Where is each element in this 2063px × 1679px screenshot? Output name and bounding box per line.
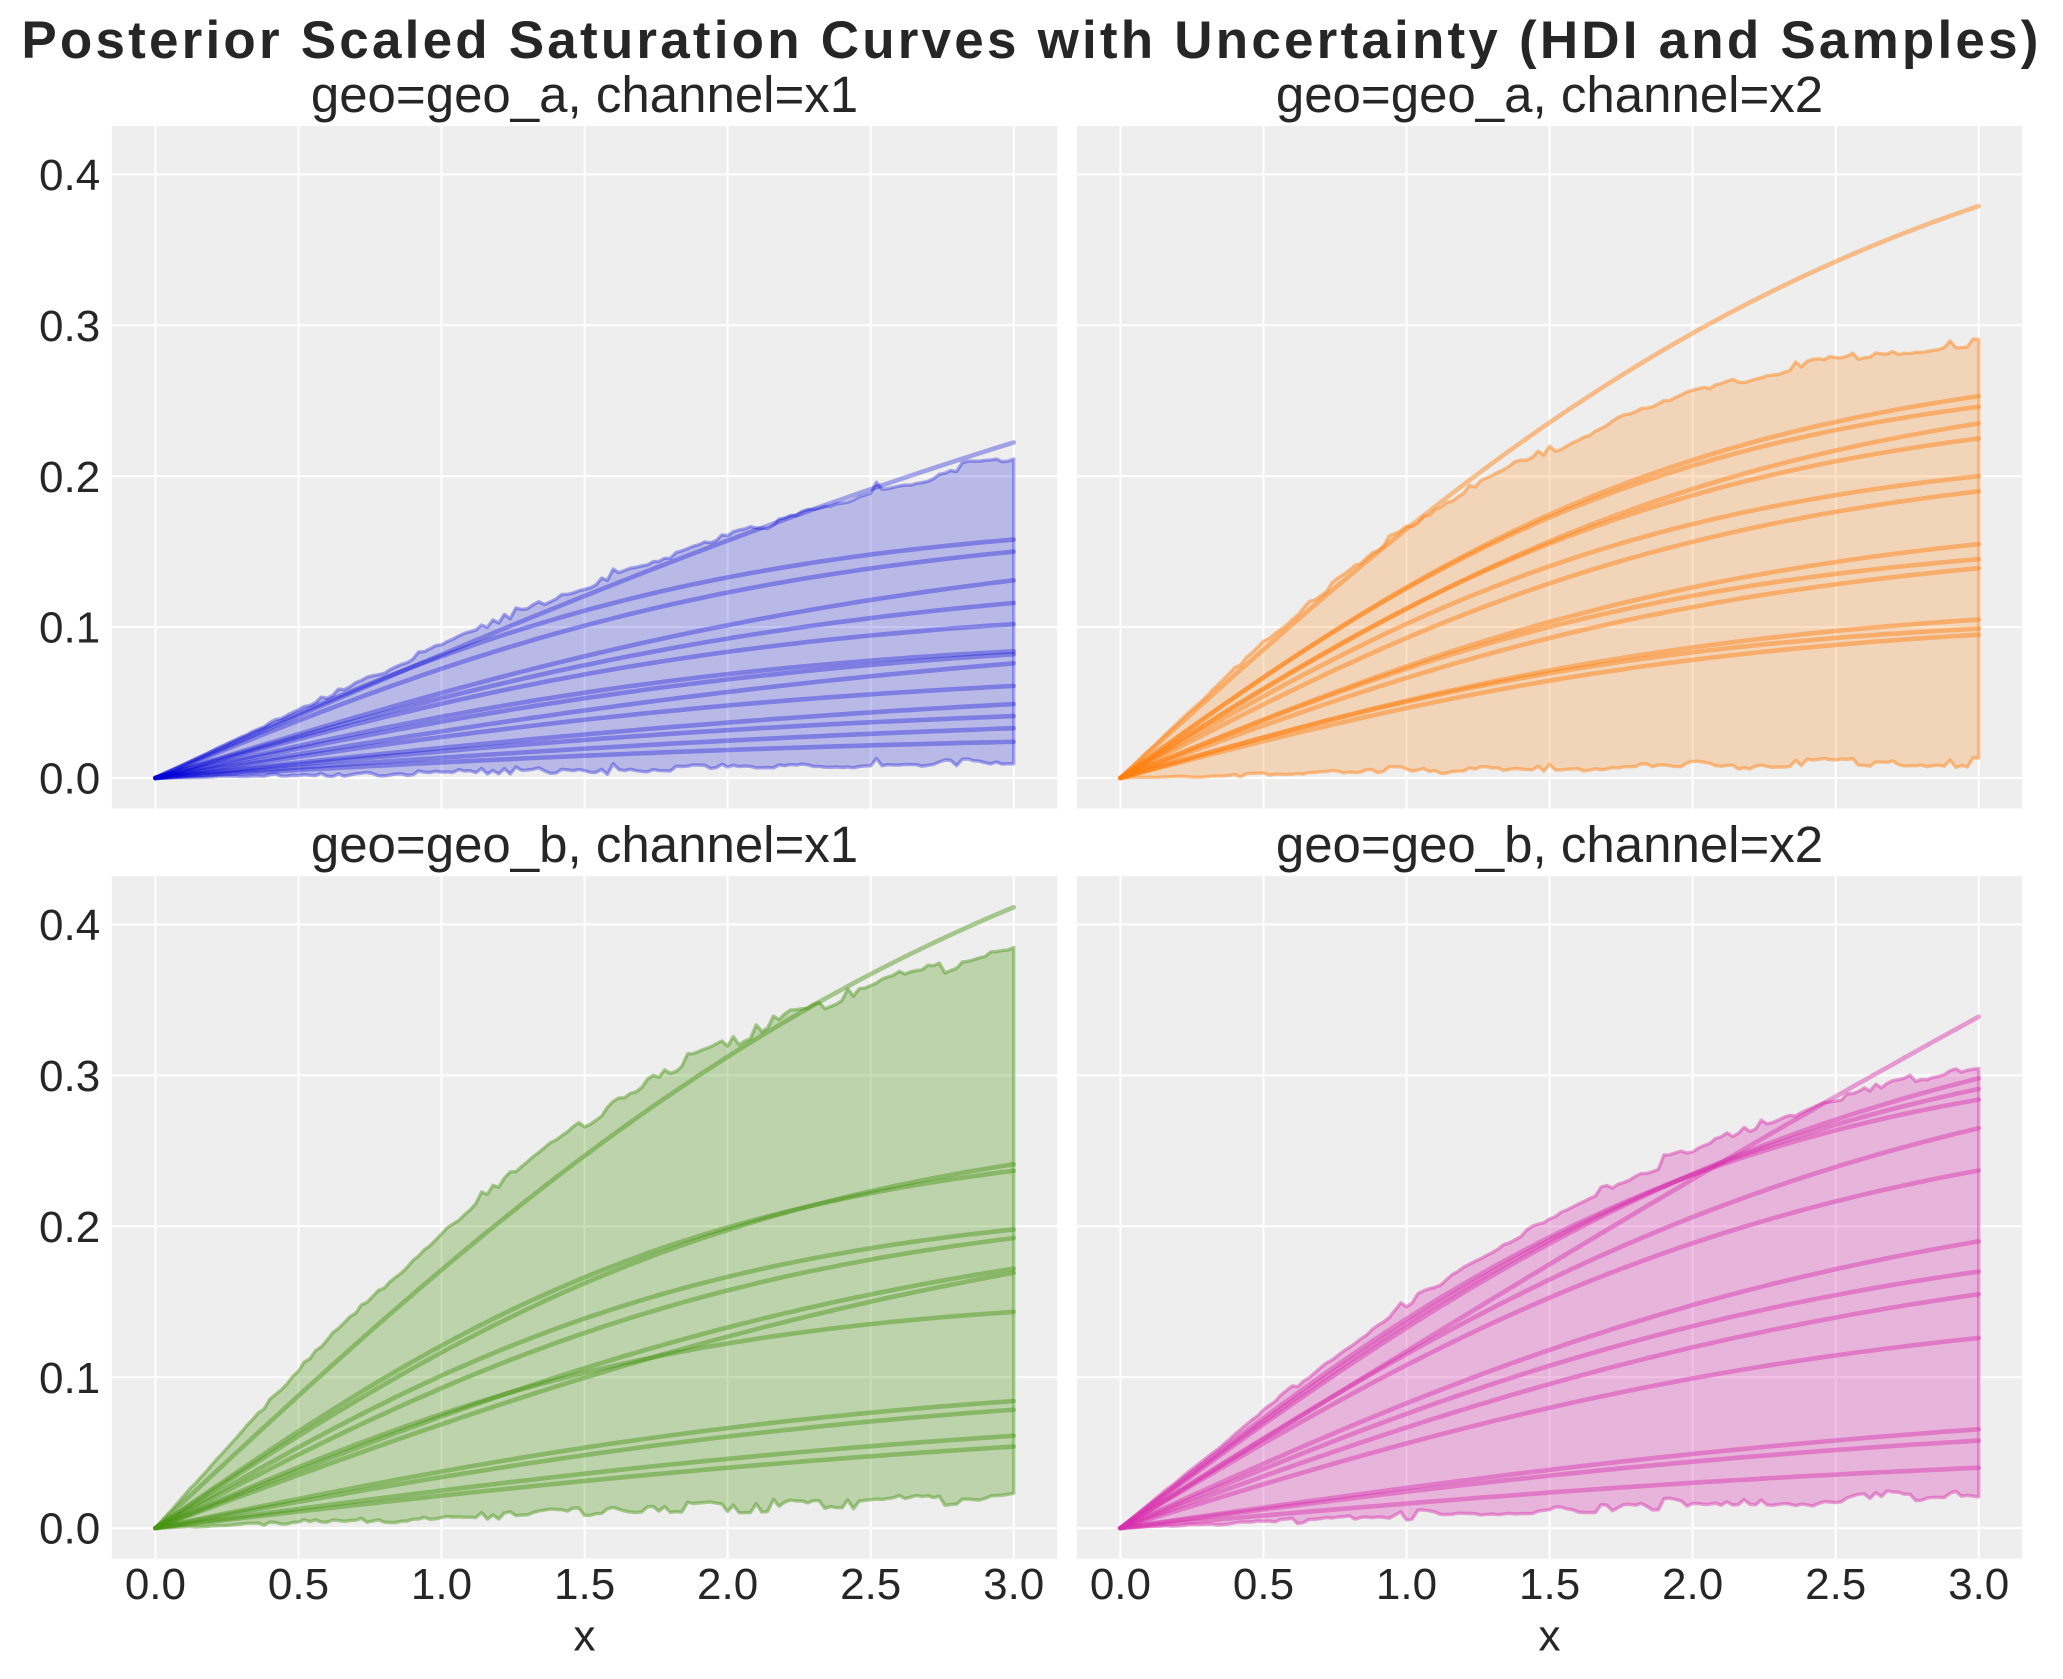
svg-text:1.0: 1.0 — [1376, 1560, 1437, 1609]
svg-text:geo=geo_a, channel=x2: geo=geo_a, channel=x2 — [1276, 66, 1823, 123]
svg-text:3.0: 3.0 — [983, 1560, 1044, 1609]
svg-text:0.0: 0.0 — [1090, 1560, 1151, 1609]
svg-text:0.3: 0.3 — [39, 302, 100, 351]
svg-text:2.0: 2.0 — [697, 1560, 758, 1609]
svg-text:geo=geo_a, channel=x1: geo=geo_a, channel=x1 — [311, 66, 858, 123]
svg-text:0.5: 0.5 — [1233, 1560, 1294, 1609]
svg-text:2.5: 2.5 — [1805, 1560, 1866, 1609]
svg-text:0.5: 0.5 — [268, 1560, 329, 1609]
svg-text:1.5: 1.5 — [1519, 1560, 1580, 1609]
svg-text:Posterior Scaled Saturation Cu: Posterior Scaled Saturation Curves with … — [21, 11, 2041, 70]
svg-text:1.5: 1.5 — [554, 1560, 615, 1609]
svg-text:x: x — [574, 1612, 596, 1661]
svg-text:0.0: 0.0 — [125, 1560, 186, 1609]
svg-text:0.1: 0.1 — [39, 1354, 100, 1403]
svg-text:2.0: 2.0 — [1662, 1560, 1723, 1609]
svg-text:3.0: 3.0 — [1948, 1560, 2009, 1609]
svg-text:0.0: 0.0 — [39, 755, 100, 804]
svg-text:0.0: 0.0 — [39, 1505, 100, 1554]
svg-text:x: x — [1539, 1612, 1561, 1661]
svg-text:0.2: 0.2 — [39, 1203, 100, 1252]
svg-text:0.4: 0.4 — [39, 151, 100, 200]
svg-text:0.2: 0.2 — [39, 453, 100, 502]
svg-text:geo=geo_b, channel=x1: geo=geo_b, channel=x1 — [311, 816, 858, 873]
svg-text:0.4: 0.4 — [39, 901, 100, 950]
svg-text:1.0: 1.0 — [411, 1560, 472, 1609]
svg-text:0.1: 0.1 — [39, 604, 100, 653]
svg-text:0.3: 0.3 — [39, 1052, 100, 1101]
svg-text:2.5: 2.5 — [840, 1560, 901, 1609]
svg-text:geo=geo_b, channel=x2: geo=geo_b, channel=x2 — [1276, 816, 1823, 873]
